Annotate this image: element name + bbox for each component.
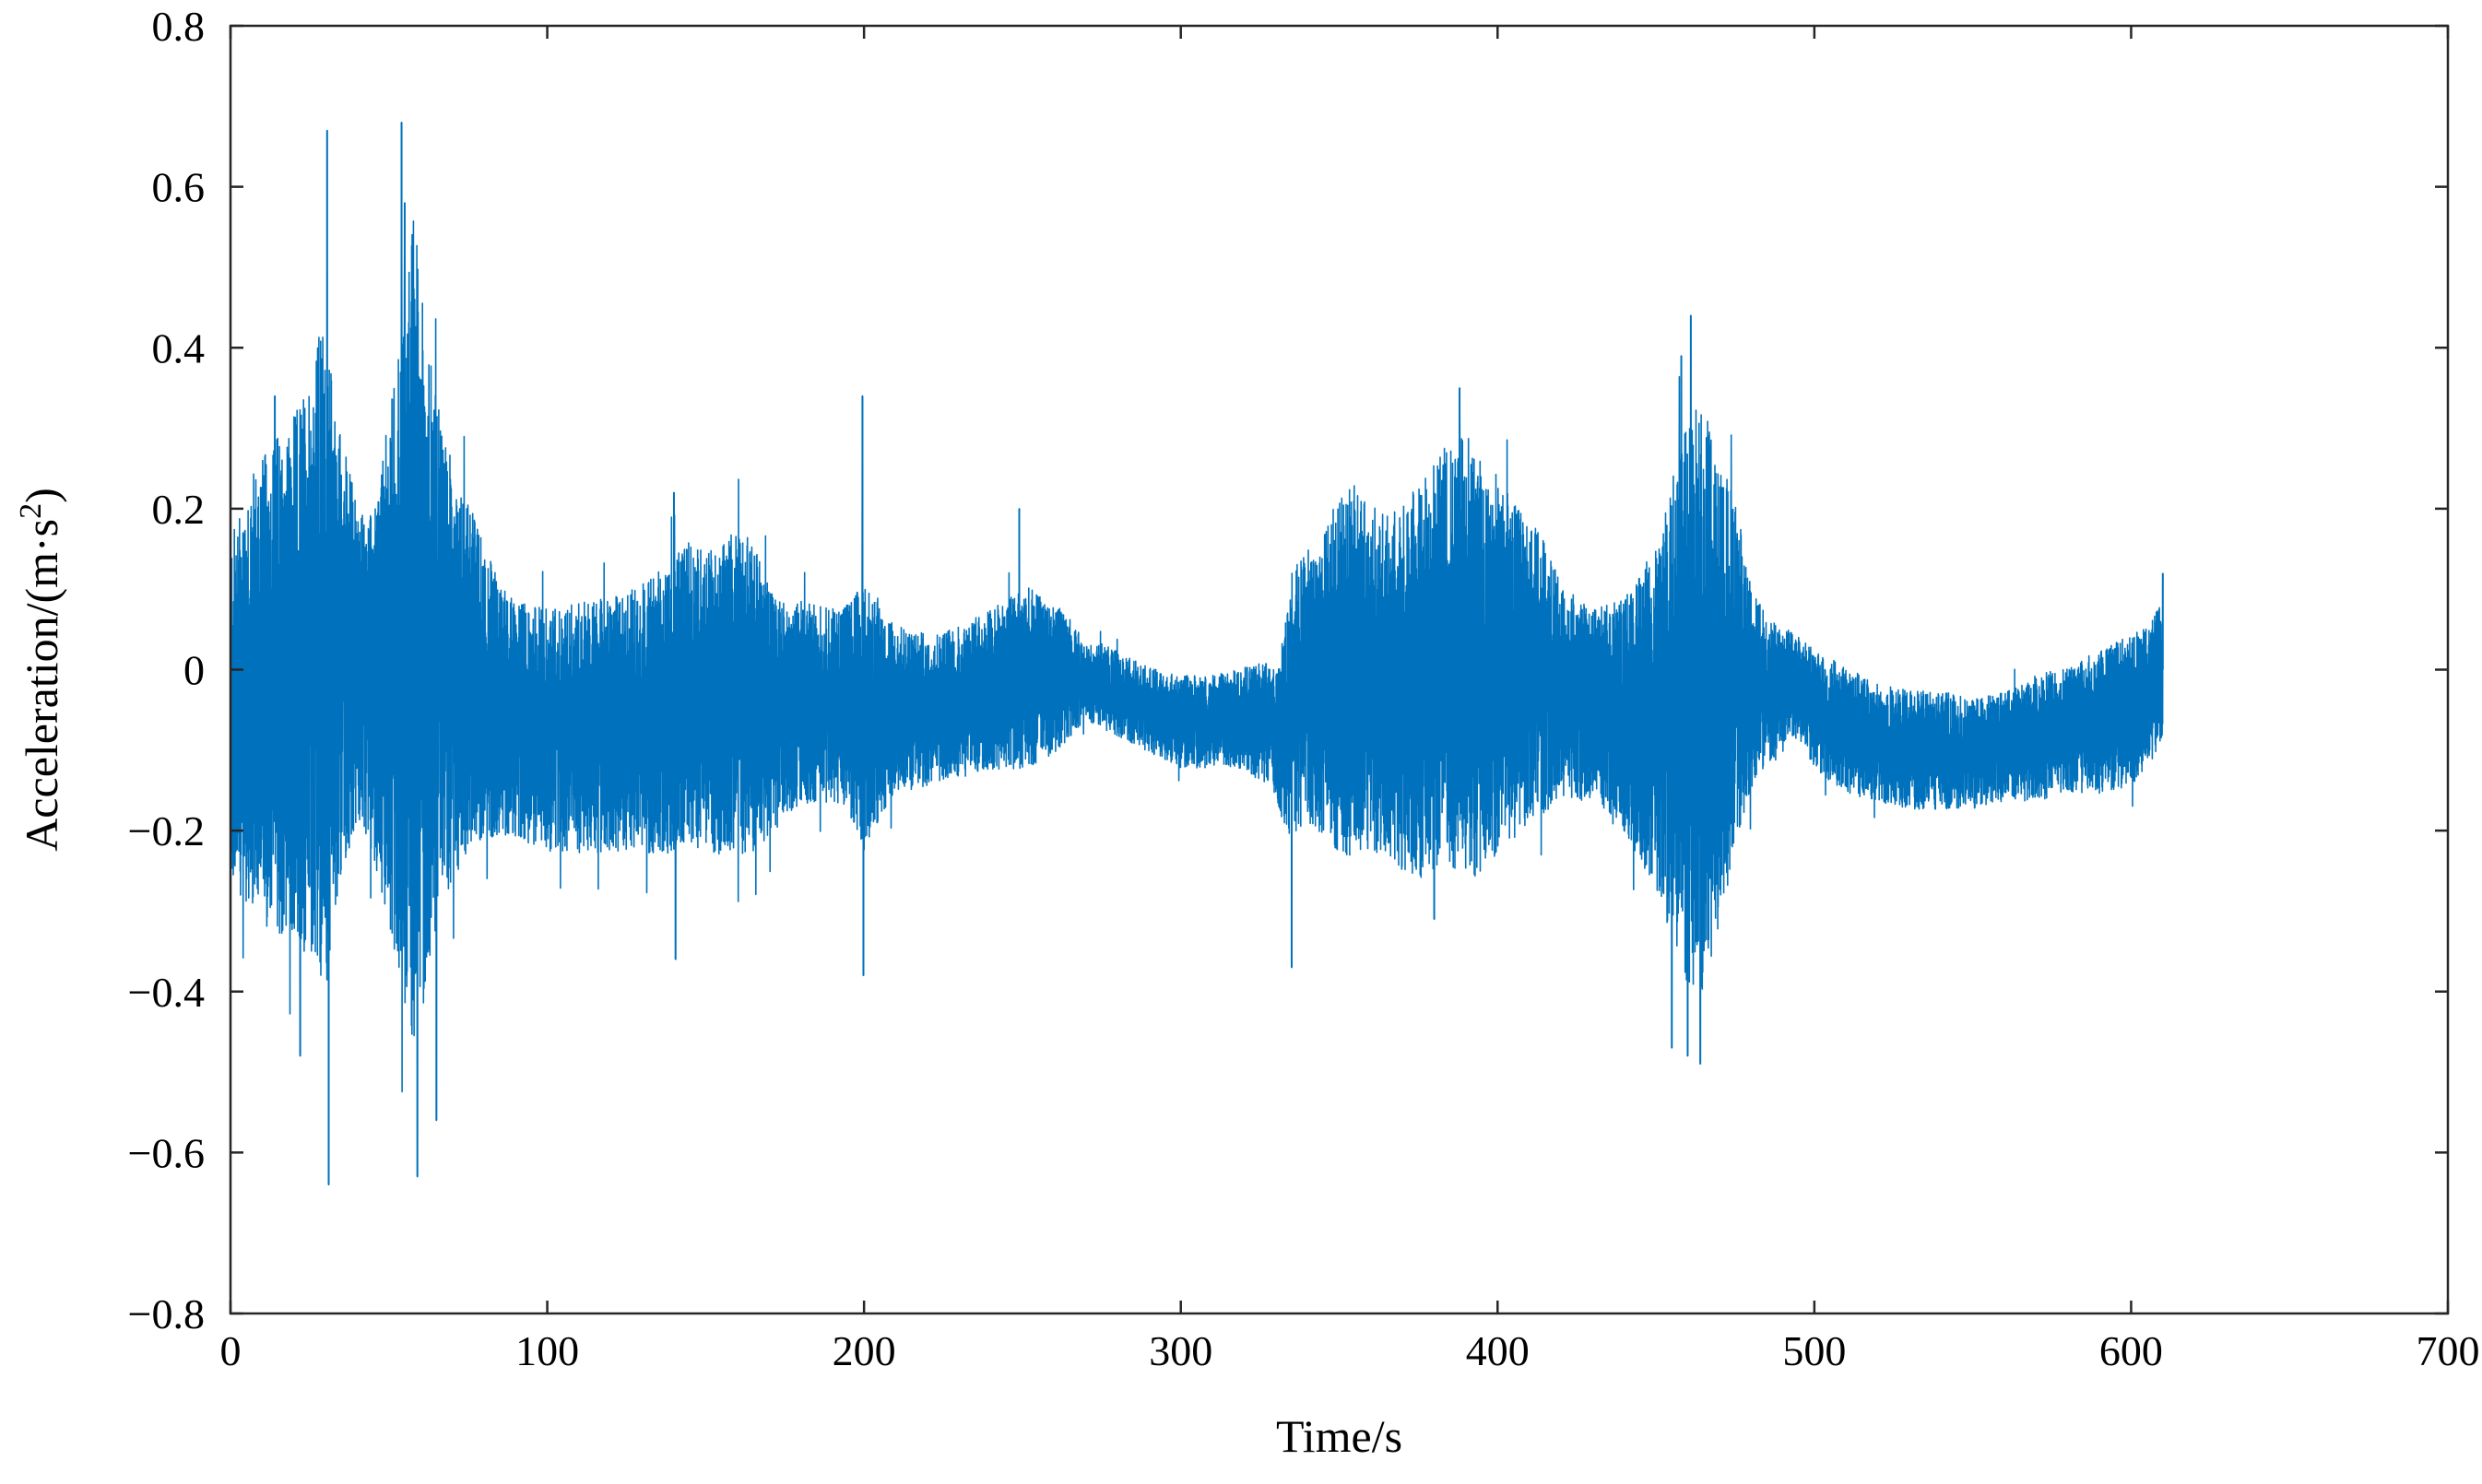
x-tick-label: 200 [833, 1327, 896, 1374]
y-axis-title-end: ) [16, 488, 67, 503]
x-tick-label: 100 [515, 1327, 579, 1374]
x-axis: 0 100 200 300 400 500 600 700 [220, 26, 2480, 1374]
y-tick-label: −0.2 [128, 807, 205, 854]
x-tick-label: 500 [1782, 1327, 1846, 1374]
signal-series [230, 122, 2164, 1186]
x-axis-title: Time/s [1276, 1410, 1402, 1462]
y-tick-label: 0.6 [152, 164, 206, 211]
x-tick-label: 0 [220, 1327, 242, 1374]
x-tick-label: 400 [1466, 1327, 1530, 1374]
y-tick-label: −0.6 [128, 1129, 205, 1176]
x-tick-label: 300 [1149, 1327, 1212, 1374]
series-line-segment [873, 508, 1198, 830]
series-line-segment [551, 395, 876, 977]
y-axis-title-main: Acceleration/(m·s [16, 519, 67, 852]
y-tick-label: −0.8 [128, 1290, 205, 1337]
series-line-segment [1839, 572, 2164, 819]
y-tick-label: 0.8 [152, 3, 206, 50]
y-axis-title: Acceleration/(m·s2) [14, 488, 68, 852]
y-tick-label: 0.4 [152, 324, 206, 371]
y-tick-label: 0 [183, 647, 205, 694]
y-tick-label: −0.4 [128, 969, 205, 1016]
series-line-segment [230, 122, 554, 1186]
y-axis-title-sup: 2 [14, 503, 48, 519]
y-tick-label: 0.2 [152, 486, 206, 533]
x-tick-label: 600 [2099, 1327, 2163, 1374]
series-line-segment [1196, 387, 1519, 969]
series-line-segment [1518, 314, 1842, 1066]
y-axis: −0.8 −0.6 −0.4 −0.2 0 0.2 0.4 0.6 0.8 [128, 3, 2448, 1337]
x-tick-label: 700 [2417, 1327, 2480, 1374]
